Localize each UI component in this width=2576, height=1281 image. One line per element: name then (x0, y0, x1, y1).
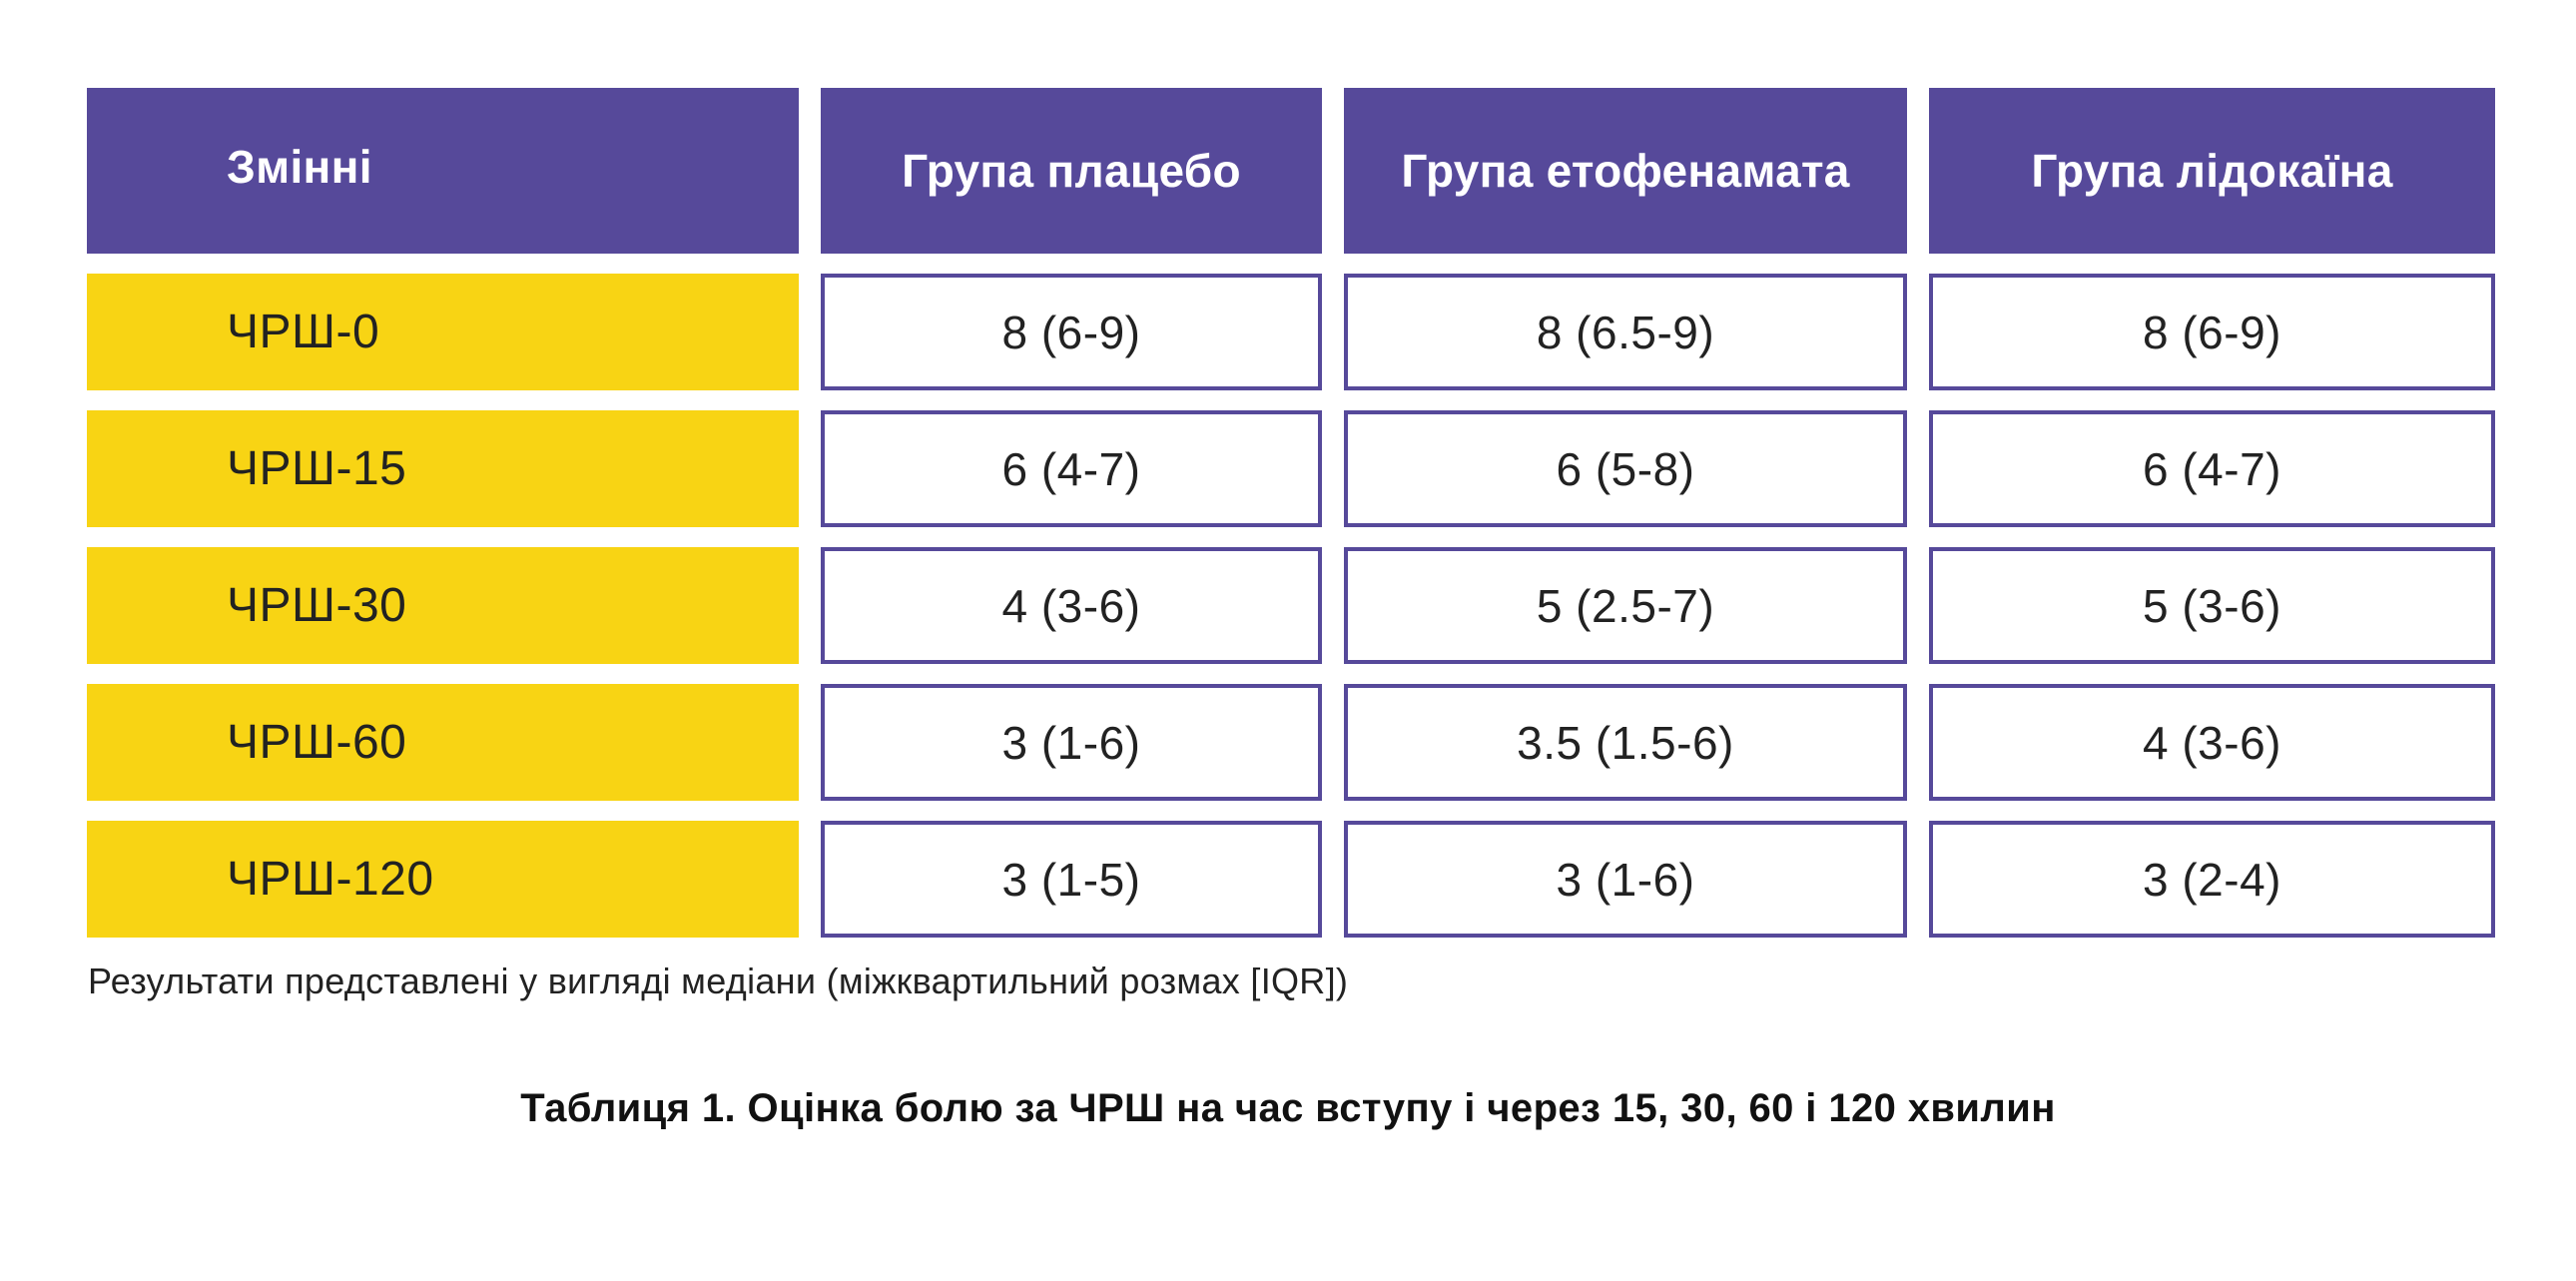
row-label: ЧРШ-0 (87, 274, 799, 390)
table-footnote: Результати представлені у вигляді медіан… (88, 961, 1349, 1001)
pain-score-table: Змінні Група плацебо Група етофенамата Г… (87, 88, 2495, 958)
table-cell: 8 (6-9) (1929, 274, 2495, 390)
table-row: ЧРШ-60 3 (1-6) 3.5 (1.5-6) 4 (3-6) (87, 684, 2495, 801)
row-label: ЧРШ-60 (87, 684, 799, 801)
table-cell: 4 (3-6) (1929, 684, 2495, 801)
table-cell: 8 (6.5-9) (1344, 274, 1907, 390)
table-cell: 3 (2-4) (1929, 821, 2495, 938)
table-cell: 4 (3-6) (821, 547, 1322, 664)
table-cell: 3 (1-5) (821, 821, 1322, 938)
table-row: ЧРШ-120 3 (1-5) 3 (1-6) 3 (2-4) (87, 821, 2495, 938)
table-row: ЧРШ-30 4 (3-6) 5 (2.5-7) 5 (3-6) (87, 547, 2495, 664)
table-row: ЧРШ-15 6 (4-7) 6 (5-8) 6 (4-7) (87, 410, 2495, 527)
table-caption: Таблиця 1. Оцінка болю за ЧРШ на час вст… (520, 1086, 2056, 1130)
table-cell: 3 (1-6) (821, 684, 1322, 801)
row-label: ЧРШ-30 (87, 547, 799, 664)
table-cell: 6 (5-8) (1344, 410, 1907, 527)
table-cell: 6 (4-7) (1929, 410, 2495, 527)
table-cell: 6 (4-7) (821, 410, 1322, 527)
table-cell: 3.5 (1.5-6) (1344, 684, 1907, 801)
header-variables: Змінні (87, 88, 799, 254)
table-cell: 3 (1-6) (1344, 821, 1907, 938)
table-cell: 8 (6-9) (821, 274, 1322, 390)
table-cell: 5 (2.5-7) (1344, 547, 1907, 664)
row-label: ЧРШ-120 (87, 821, 799, 938)
header-placebo-group: Група плацебо (821, 88, 1322, 254)
table-header-row: Змінні Група плацебо Група етофенамата Г… (87, 88, 2495, 254)
table-row: ЧРШ-0 8 (6-9) 8 (6.5-9) 8 (6-9) (87, 274, 2495, 390)
row-label: ЧРШ-15 (87, 410, 799, 527)
table-cell: 5 (3-6) (1929, 547, 2495, 664)
header-lidocaine-group: Група лідокаїна (1929, 88, 2495, 254)
header-etofenamate-group: Група етофенамата (1344, 88, 1907, 254)
